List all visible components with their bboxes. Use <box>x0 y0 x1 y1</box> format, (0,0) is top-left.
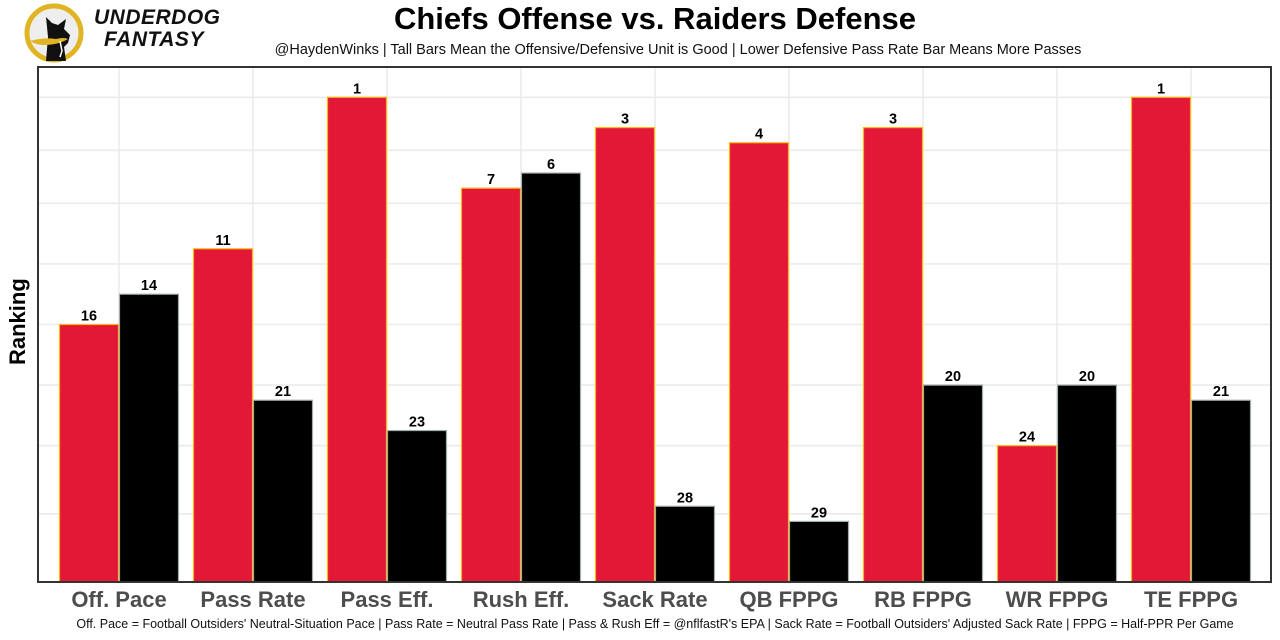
raiders-defense-label: 20 <box>1079 369 1095 385</box>
raiders-defense-bar <box>654 505 716 583</box>
chiefs-offense-bar <box>326 96 388 583</box>
x-tick-label: RB FPPG <box>874 587 972 612</box>
chiefs-offense-label: 4 <box>755 127 763 143</box>
x-tick-label: TE FPPG <box>1144 587 1238 612</box>
x-tick-label: WR FPPG <box>1006 587 1109 612</box>
raiders-defense-bar <box>386 429 448 583</box>
chart-caption: Off. Pace = Football Outsiders' Neutral-… <box>76 617 1234 631</box>
logo-line-1: UNDERDOG <box>94 6 221 29</box>
chart-subtitle: @HaydenWinks | Tall Bars Mean the Offens… <box>274 42 1082 58</box>
raiders-defense-label: 20 <box>945 369 961 385</box>
chiefs-offense-bar <box>460 187 522 583</box>
chiefs-offense-bar <box>192 248 254 583</box>
x-axis-ticks: Off. Pace Pass Rate Pass Eff. Rush Eff. Sack… <box>71 587 1238 612</box>
raiders-defense-bar <box>252 399 314 583</box>
chiefs-offense-label: 7 <box>487 172 495 188</box>
raiders-defense-bar <box>788 520 850 583</box>
x-tick-label: Rush Eff. <box>473 587 570 612</box>
raiders-defense-bar <box>922 384 984 583</box>
chiefs-offense-label: 3 <box>889 112 897 128</box>
chiefs-offense-bar <box>728 142 790 583</box>
chiefs-offense-bar <box>996 445 1058 583</box>
bars <box>58 96 1252 583</box>
chiefs-offense-bar <box>58 323 120 583</box>
data-labels: 16 14 11 21 1 23 7 6 3 28 4 29 3 20 24 20 1 21 <box>81 81 1229 521</box>
x-tick-label: Off. Pace <box>71 587 166 612</box>
chart-title: Chiefs Offense vs. Raiders Defense <box>393 1 917 36</box>
raiders-defense-label: 28 <box>677 490 693 506</box>
logo-line-2: FANTASY <box>104 28 204 51</box>
raiders-defense-label: 14 <box>141 278 157 294</box>
chiefs-offense-label: 16 <box>81 309 97 325</box>
raiders-defense-label: 23 <box>409 415 425 431</box>
chiefs-offense-label: 3 <box>621 112 629 128</box>
raiders-defense-bar <box>118 293 180 583</box>
raiders-defense-bar <box>520 172 582 583</box>
underdog-dog-logo-icon <box>24 3 84 63</box>
chiefs-offense-label: 11 <box>215 233 230 249</box>
x-tick-label: QB FPPG <box>739 587 838 612</box>
logo-wordmark: UNDERDOG FANTASY <box>94 7 221 51</box>
chiefs-offense-bar <box>1130 96 1192 583</box>
chiefs-offense-label: 1 <box>353 81 361 97</box>
chiefs-offense-label: 24 <box>1019 430 1035 446</box>
raiders-defense-label: 21 <box>275 384 291 400</box>
raiders-defense-label: 21 <box>1213 384 1229 400</box>
raiders-defense-label: 29 <box>811 505 827 521</box>
x-tick-label: Pass Eff. <box>341 587 434 612</box>
raiders-defense-label: 6 <box>547 157 555 173</box>
x-tick-label: Sack Rate <box>602 587 707 612</box>
raiders-defense-bar <box>1190 399 1252 583</box>
chiefs-offense-bar <box>862 126 924 583</box>
chiefs-offense-label: 1 <box>1157 81 1165 97</box>
raiders-defense-bar <box>1056 384 1118 583</box>
chiefs-offense-bar <box>594 126 656 583</box>
x-tick-label: Pass Rate <box>200 587 305 612</box>
plot-panel-border <box>37 66 1272 583</box>
